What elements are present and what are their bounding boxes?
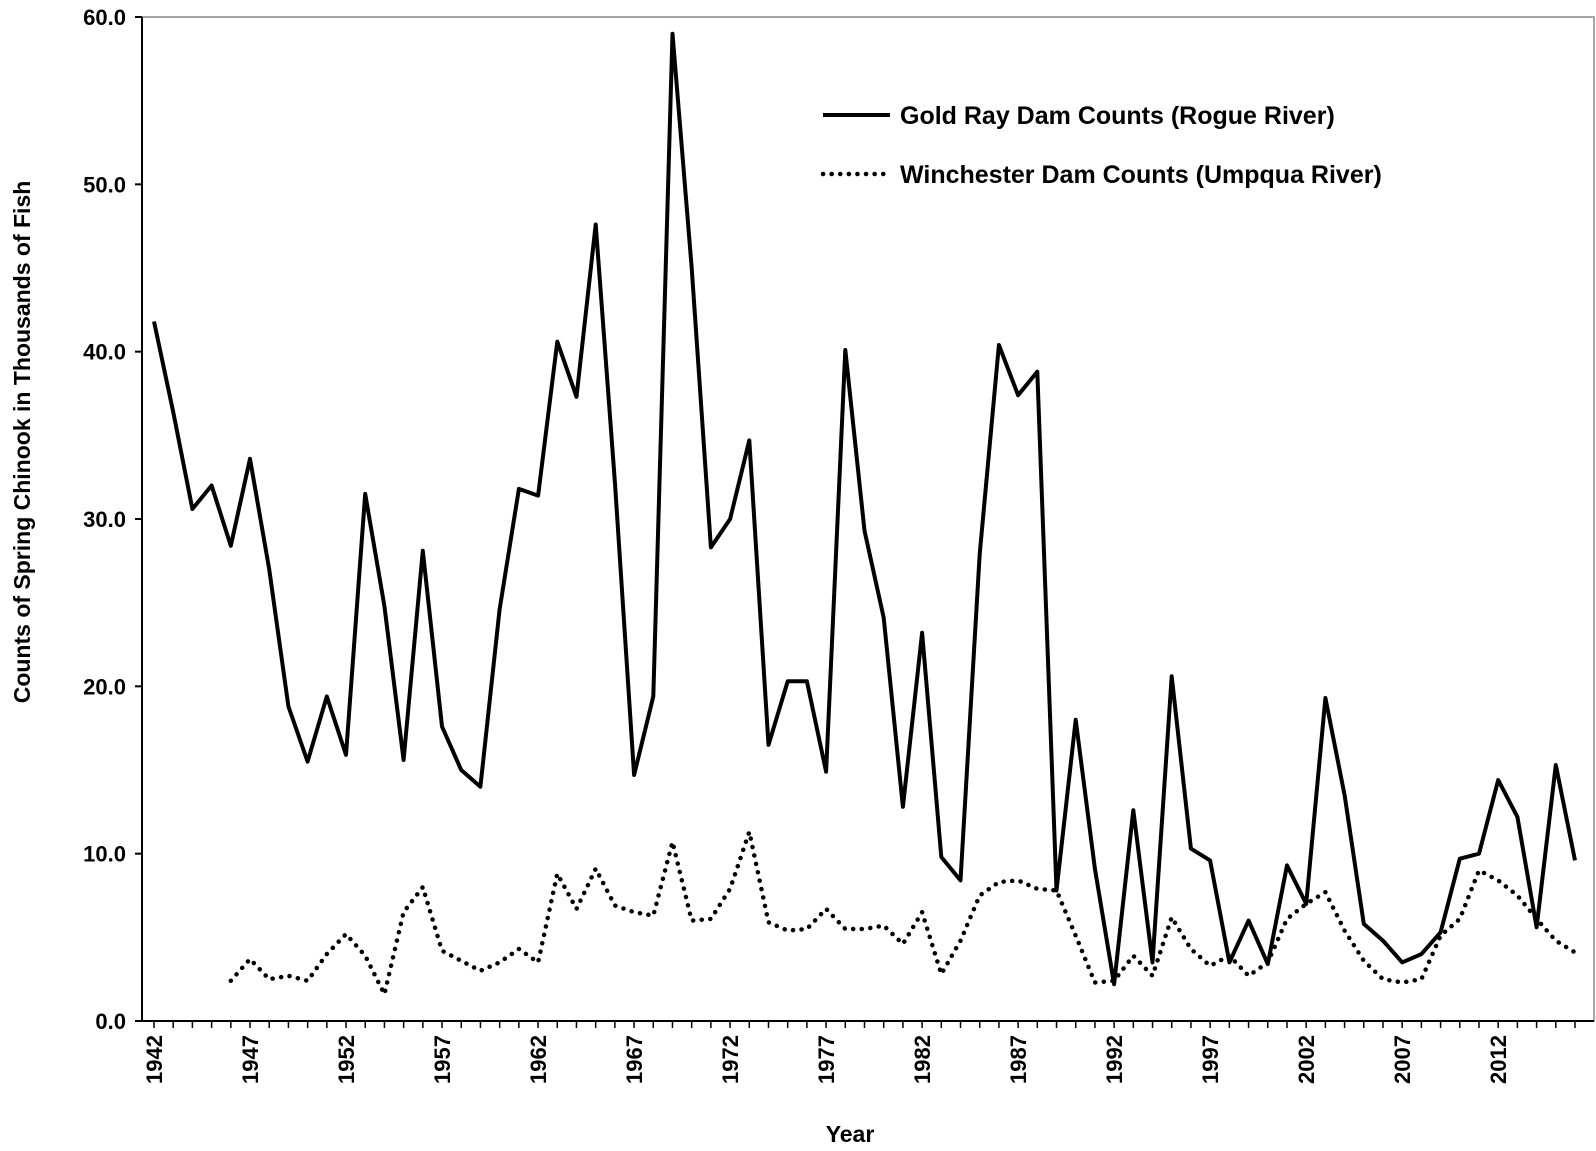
x-tick-label: 2007 <box>1390 1035 1415 1084</box>
legend-label-winchester: Winchester Dam Counts (Umpqua River) <box>900 161 1382 189</box>
x-axis-title: Year <box>826 1121 875 1147</box>
x-tick-label: 1977 <box>814 1035 839 1084</box>
x-tick-label: 1967 <box>622 1035 647 1084</box>
y-tick-label: 10.0 <box>83 842 126 867</box>
y-tick-label: 60.0 <box>83 5 126 30</box>
series-line-winchester <box>228 829 1578 997</box>
legend: Gold Ray Dam Counts (Rogue River) Winche… <box>820 102 1382 189</box>
legend-label-gold-ray: Gold Ray Dam Counts (Rogue River) <box>900 102 1335 130</box>
x-tick-label: 1982 <box>910 1035 935 1084</box>
x-tick-label: 1992 <box>1102 1035 1127 1084</box>
x-tick-label: 1942 <box>142 1035 167 1084</box>
series-layer <box>152 31 1578 997</box>
x-tick-label: 1987 <box>1006 1035 1031 1084</box>
x-axis-ticks: 1942 1947 1952 1957 1962 1967 1972 1977 1982 1987… <box>142 1021 1576 1084</box>
x-tick-label: 1952 <box>334 1035 359 1084</box>
y-axis-ticks: 0.0 10.0 20.0 30.0 40.0 50.0 60.0 <box>83 5 142 1034</box>
y-tick-label: 0.0 <box>95 1009 126 1034</box>
x-tick-label: 2002 <box>1294 1035 1319 1084</box>
y-tick-label: 30.0 <box>83 507 126 532</box>
x-tick-label: 1947 <box>238 1035 263 1084</box>
y-tick-label: 20.0 <box>83 674 126 699</box>
x-tick-label: 1957 <box>430 1035 455 1084</box>
x-tick-label: 1962 <box>526 1035 551 1084</box>
y-axis-title: Counts of Spring Chinook in Thousands of… <box>9 181 35 704</box>
y-tick-label: 40.0 <box>83 340 126 365</box>
x-tick-label: 1997 <box>1198 1035 1223 1084</box>
y-tick-label: 50.0 <box>83 172 126 197</box>
x-tick-label: 2012 <box>1486 1035 1511 1084</box>
x-tick-label: 1972 <box>718 1035 743 1084</box>
series-line-gold-ray <box>152 31 1577 987</box>
